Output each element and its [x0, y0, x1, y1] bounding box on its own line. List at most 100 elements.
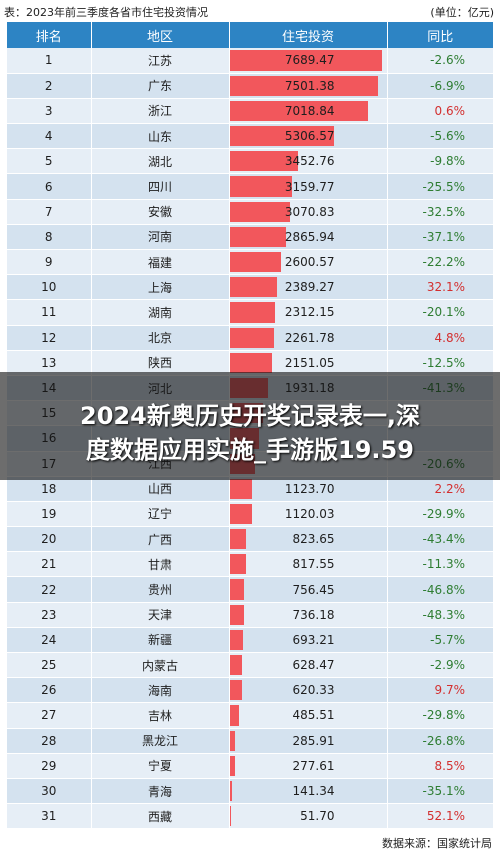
investment-value: 817.55 [292, 557, 335, 572]
table-row: 1 江苏 7689.47 -2.6% [7, 48, 493, 74]
region-cell: 青海 [91, 778, 230, 805]
table-row: 5 湖北 3452.76 -9.8% [7, 148, 493, 175]
region-cell: 天津 [91, 602, 230, 628]
rank-cell: 19 [7, 501, 92, 528]
yoy-cell: -12.5% [387, 350, 493, 376]
yoy-cell: -46.8% [387, 576, 493, 603]
investment-value: 2389.27 [284, 280, 335, 295]
table-row: 6 四川 3159.77 -25.5% [7, 173, 493, 200]
table-row: 2 广东 7501.38 -6.9% [7, 73, 493, 99]
yoy-cell: 32.1% [387, 274, 493, 301]
region-cell: 上海 [91, 274, 230, 301]
investment-value: 3070.83 [284, 204, 335, 219]
investment-cell: 3452.76 [229, 148, 388, 175]
investment-bar [229, 252, 281, 273]
yoy-cell: 8.5% [387, 753, 493, 779]
yoy-cell: -20.1% [387, 299, 493, 326]
investment-cell: 693.21 [229, 627, 388, 654]
investment-bar [229, 503, 252, 525]
table-row: 4 山东 5306.57 -5.6% [7, 123, 493, 150]
yoy-cell: -5.6% [387, 123, 493, 150]
investment-value: 7501.38 [284, 78, 335, 93]
yoy-cell: -9.8% [387, 148, 493, 175]
rank-cell: 31 [7, 803, 92, 830]
table-row: 29 宁夏 277.61 8.5% [7, 753, 493, 779]
yoy-cell: -6.9% [387, 73, 493, 99]
investment-value: 620.33 [292, 683, 335, 698]
table-row: 7 安徽 3070.83 -32.5% [7, 199, 493, 225]
yoy-cell: -22.2% [387, 249, 493, 276]
banner-text-line-2: 度数据应用实施_手游版19.59 [86, 436, 414, 464]
investment-value: 3452.76 [284, 154, 335, 169]
rank-cell: 7 [7, 199, 92, 225]
table-header-row: 排名 地区 住宅投资 同比 [7, 22, 493, 48]
investment-bar [229, 780, 233, 802]
investment-bar [229, 629, 244, 650]
investment-bar [229, 201, 291, 222]
investment-bar [229, 75, 378, 96]
rank-cell: 26 [7, 677, 92, 704]
yoy-cell: -29.9% [387, 501, 493, 528]
investment-bar [229, 50, 382, 71]
investment-cell: 485.51 [229, 702, 388, 729]
region-cell: 浙江 [91, 98, 230, 125]
rank-cell: 22 [7, 576, 92, 603]
unit-label: (单位：亿元) [430, 6, 494, 19]
region-cell: 西藏 [91, 803, 230, 830]
yoy-cell: 4.8% [387, 325, 493, 351]
investment-value: 736.18 [292, 607, 335, 622]
investment-cell: 7689.47 [229, 48, 388, 74]
investment-bar [229, 529, 246, 550]
table-row: 20 广西 823.65 -43.4% [7, 526, 493, 553]
investment-value: 2151.05 [284, 355, 335, 370]
region-cell: 河南 [91, 224, 230, 251]
table-row: 30 青海 141.34 -35.1% [7, 778, 493, 805]
rank-cell: 30 [7, 778, 92, 805]
rank-cell: 25 [7, 652, 92, 679]
investment-cell: 2389.27 [229, 274, 388, 301]
region-cell: 湖南 [91, 299, 230, 326]
investment-cell: 277.61 [229, 753, 388, 779]
investment-value: 7018.84 [284, 103, 335, 118]
table-row: 13 陕西 2151.05 -12.5% [7, 350, 493, 376]
investment-bar [229, 327, 275, 348]
table-row: 11 湖南 2312.15 -20.1% [7, 299, 493, 326]
investment-cell: 3159.77 [229, 173, 388, 200]
investment-cell: 2312.15 [229, 299, 388, 326]
investment-bar [229, 126, 335, 147]
yoy-cell: -29.8% [387, 702, 493, 729]
yoy-cell: -26.8% [387, 728, 493, 754]
table-row: 8 河南 2865.94 -37.1% [7, 224, 493, 251]
table-row: 12 北京 2261.78 4.8% [7, 325, 493, 351]
region-cell: 广西 [91, 526, 230, 553]
investment-cell: 1123.70 [229, 476, 388, 502]
region-cell: 甘肃 [91, 551, 230, 578]
yoy-cell: -37.1% [387, 224, 493, 251]
rank-cell: 12 [7, 325, 92, 351]
investment-cell: 141.34 [229, 778, 388, 805]
yoy-cell: 2.2% [387, 476, 493, 502]
investment-value: 1123.70 [284, 481, 335, 496]
table-row: 25 内蒙古 628.47 -2.9% [7, 652, 493, 679]
overlay-banner: 2024新奥历史开奖记录表一,深 度数据应用实施_手游版19.59 [0, 372, 500, 480]
table-row: 19 辽宁 1120.03 -29.9% [7, 501, 493, 528]
yoy-cell: -25.5% [387, 173, 493, 200]
table-body: 1 江苏 7689.47 -2.6% 2 广东 7501.38 -6.9% 3 浙江 7018.84… [7, 48, 493, 830]
investment-bar [229, 755, 235, 776]
investment-bar [229, 579, 245, 600]
rank-cell: 29 [7, 753, 92, 779]
yoy-cell: -32.5% [387, 199, 493, 225]
yoy-cell: -5.7% [387, 627, 493, 654]
region-cell: 安徽 [91, 199, 230, 225]
rank-cell: 13 [7, 350, 92, 376]
investment-bar [229, 302, 276, 323]
banner-text-line-1: 2024新奥历史开奖记录表一,深 [80, 402, 420, 430]
table-row: 28 黑龙江 285.91 -26.8% [7, 728, 493, 754]
table-row: 22 贵州 756.45 -46.8% [7, 576, 493, 603]
investment-cell: 2261.78 [229, 325, 388, 351]
investment-value: 2600.57 [284, 255, 335, 270]
investment-value: 485.51 [292, 708, 335, 723]
investment-cell: 7501.38 [229, 73, 388, 99]
table-row: 27 吉林 485.51 -29.8% [7, 702, 493, 729]
yoy-cell: -11.3% [387, 551, 493, 578]
